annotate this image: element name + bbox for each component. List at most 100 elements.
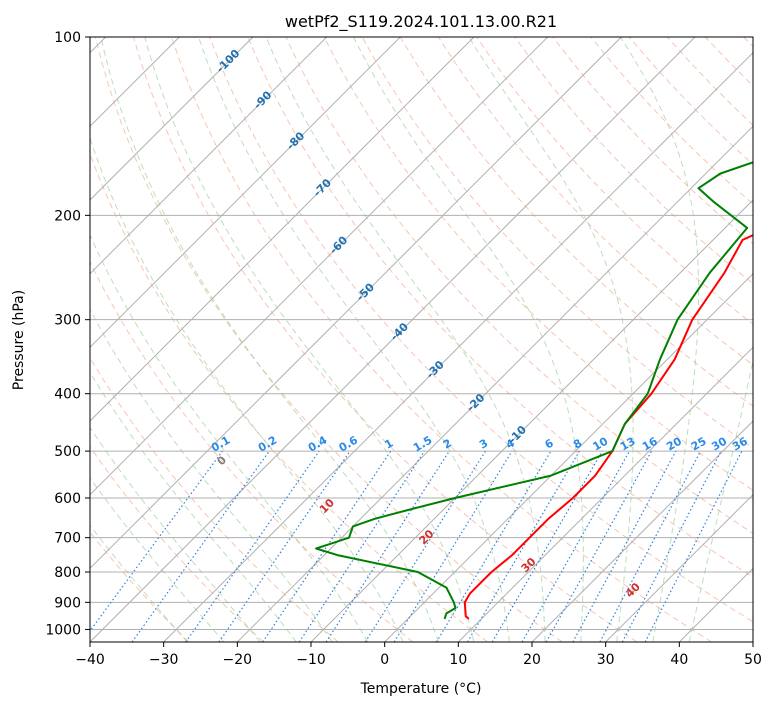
x-tick-label: −10: [296, 652, 326, 668]
mixing-ratio-line: [545, 450, 653, 642]
dry-adiabat: [285, 37, 753, 535]
mixing-ratio-line: [466, 450, 580, 642]
x-tick-label: −40: [75, 652, 105, 668]
dry-adiabat: [94, 37, 563, 642]
dry-adiabat: [90, 260, 414, 642]
mixing-ratio-line: [644, 450, 743, 642]
dry-adiabat: [90, 446, 264, 642]
moist-adiabat: [90, 308, 333, 642]
x-tick-label: −20: [223, 652, 253, 668]
isotherm-line: [678, 567, 753, 642]
dry-adiabat-label: 20: [417, 527, 437, 547]
moist-adiabat: [90, 371, 297, 642]
dry-adiabat-label: 0: [215, 453, 230, 468]
mixing-ratio-line: [298, 450, 425, 642]
x-tick-label: 40: [670, 652, 688, 668]
isotherm-line: [90, 37, 328, 275]
isotherm-line: [236, 125, 753, 642]
dry-adiabat: [171, 37, 712, 642]
moist-adiabat: [620, 37, 700, 642]
x-tick-label: 20: [523, 652, 541, 668]
mixing-ratio-line: [325, 450, 450, 642]
dry-adiabat: [209, 37, 753, 623]
x-axis: −40 −30 −20 −10 0 10 20 30 40 50: [75, 642, 762, 668]
dry-adiabat: [704, 37, 753, 87]
mixing-ratio-line: [491, 450, 603, 642]
dry-adiabat: [552, 37, 753, 245]
chart-title: wetPf2_S119.2024.101.13.00.R21: [285, 12, 557, 32]
moist-adiabat: [265, 37, 546, 642]
y-tick-label: 300: [54, 313, 81, 329]
moist-adiabat: [468, 37, 634, 642]
moist-adiabat: [353, 37, 584, 642]
mixing-ratio-line: [364, 450, 486, 642]
dry-adiabat: [90, 152, 488, 642]
dry-adiabat: [247, 37, 753, 578]
x-tick-label: 30: [597, 652, 615, 668]
isotherm-line: [90, 37, 401, 349]
isotherm-line: [90, 37, 622, 570]
mixing-ratio-line: [393, 450, 513, 642]
dewpoint-line: [315, 161, 753, 620]
y-tick-label: 600: [54, 491, 81, 507]
mixing-ratio-line: [435, 450, 552, 642]
moist-adiabat: [90, 233, 369, 642]
x-tick-label: 0: [380, 652, 389, 668]
isotherm-line: [531, 420, 753, 642]
mixing-ratio-line: [572, 450, 677, 642]
y-tick-label: 1000: [45, 622, 81, 638]
mixing-ratio-label: 3: [477, 437, 490, 452]
isotherm-line: [90, 37, 254, 201]
moist-adiabat: [144, 37, 475, 642]
mixing-ratio-line: [90, 450, 223, 632]
y-tick-label: 900: [54, 595, 81, 611]
mixing-ratio-line: [218, 450, 351, 642]
y-axis: 100 200 300 400 500 600 700 800 900 1000: [45, 30, 90, 638]
moist-adiabat: [100, 37, 439, 642]
y-axis-label: Pressure (hPa): [11, 290, 27, 390]
y-tick-label: 800: [54, 565, 81, 581]
temperature-line: [463, 234, 753, 620]
dry-adiabat-label: 40: [623, 580, 643, 600]
y-tick-label: 200: [54, 208, 81, 224]
moist-adiabat: [90, 524, 188, 642]
isotherm-line: [163, 51, 753, 642]
dry-adiabat: [514, 37, 753, 285]
moist-adiabat: [90, 426, 261, 642]
moist-adiabat: [90, 136, 404, 642]
dry-adiabat: [476, 37, 753, 325]
y-tick-label: 500: [54, 444, 81, 460]
moist-adiabat: [90, 477, 225, 642]
mixing-ratio-label: 2: [441, 437, 454, 452]
dry-adiabat: [90, 356, 339, 642]
background-lines: [90, 37, 753, 642]
profile-series: [315, 161, 753, 620]
isotherm-line: [605, 493, 753, 642]
dry-adiabat: [90, 531, 190, 642]
x-tick-label: 50: [744, 652, 762, 668]
dry-adiabat: [132, 37, 638, 642]
grid-lines: [90, 37, 753, 642]
x-axis-label: Temperature (°C): [360, 681, 482, 697]
isotherm-line: [384, 272, 753, 642]
mixing-ratio-line: [521, 450, 631, 642]
isotherm-line: [310, 199, 753, 642]
y-tick-label: 400: [54, 387, 81, 403]
y-tick-label: 700: [54, 531, 81, 547]
mixing-ratio-label: 6: [543, 436, 556, 451]
isotherm-line: [90, 37, 549, 496]
x-tick-label: 10: [449, 652, 467, 668]
mixing-ratio-line: [185, 450, 320, 642]
dry-adiabat: [323, 37, 753, 491]
moist-adiabat: [198, 37, 510, 642]
dry-adiabat: [437, 37, 753, 366]
isotherm-line: [457, 346, 753, 642]
mixing-ratio-line: [599, 450, 702, 642]
dry-adiabat: [743, 37, 753, 48]
y-tick-label: 100: [54, 30, 81, 46]
plot-frame: [89, 36, 754, 643]
isotherm-line: [752, 641, 753, 642]
isotherm-line: [90, 37, 696, 642]
moist-adiabat: [688, 358, 753, 642]
